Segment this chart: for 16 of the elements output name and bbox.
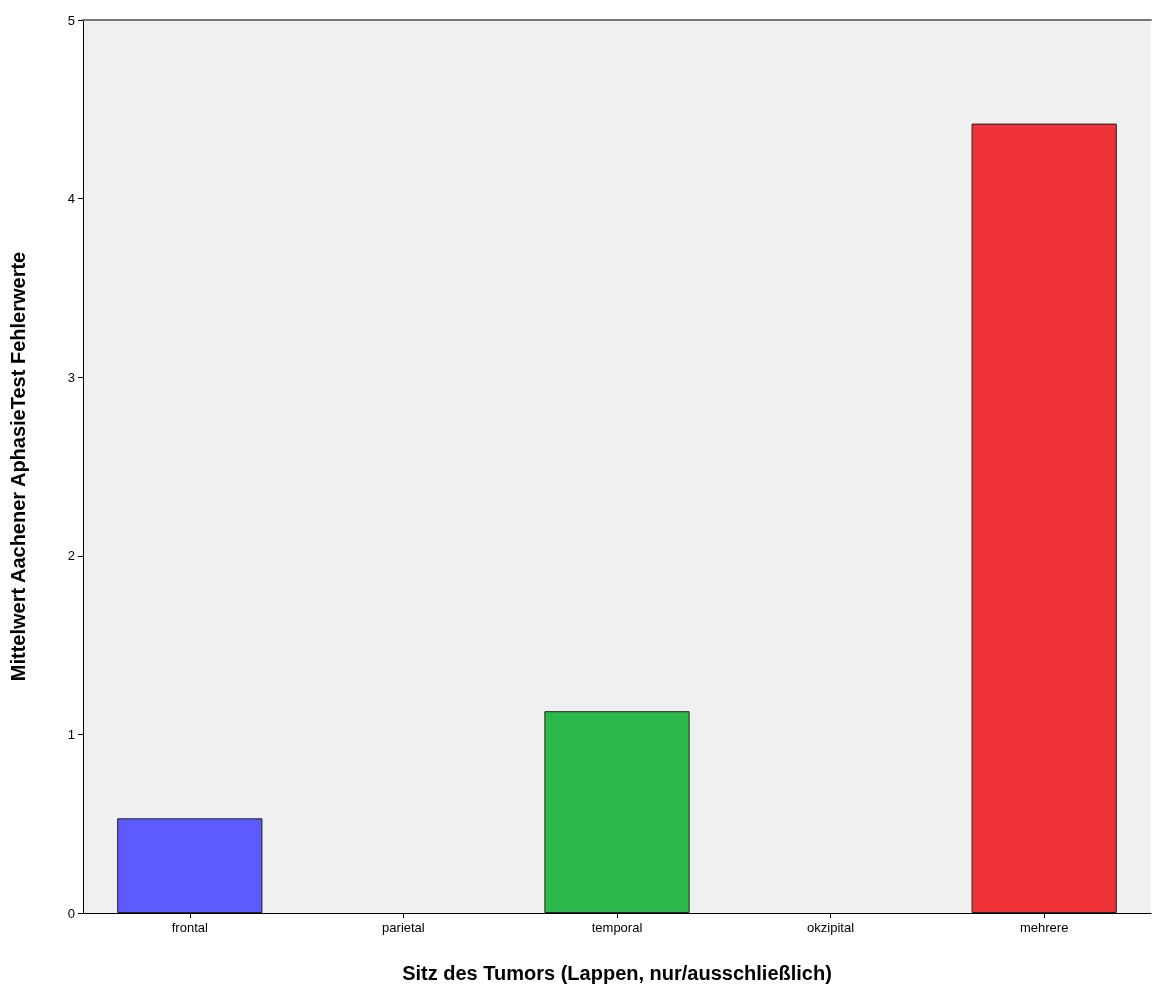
y-tick-label: 5 (67, 12, 75, 28)
y-tick-label: 3 (67, 369, 75, 385)
x-tick-label: temporal (591, 920, 643, 935)
bar (544, 711, 690, 913)
bar (117, 818, 263, 913)
x-tick-label: parietal (382, 920, 425, 935)
y-tick-label: 4 (67, 191, 75, 207)
bar (971, 123, 1117, 913)
y-tick-label: 0 (67, 905, 75, 921)
x-tick-label: frontal (171, 920, 208, 935)
y-tick-label: 1 (67, 726, 75, 742)
y-tick-label: 2 (67, 548, 75, 564)
x-tick-label: mehrere (1019, 920, 1069, 935)
y-axis-title: Mittelwert Aachener AphasieTest Fehlerwerte (7, 251, 29, 682)
x-tick-label: okzipital (807, 920, 855, 935)
x-axis-title: Sitz des Tumors (Lappen, nur/ausschließlich) (402, 962, 832, 984)
